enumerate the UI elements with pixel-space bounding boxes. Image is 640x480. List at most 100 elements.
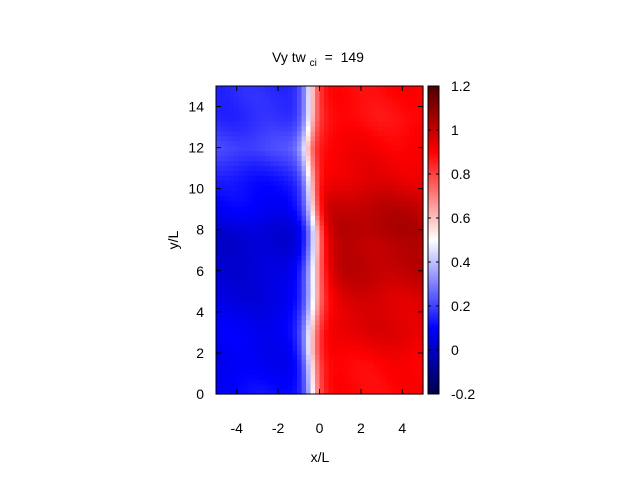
colorbar-tick-label: 0.4	[451, 254, 471, 270]
heatmap-cell	[414, 145, 420, 152]
heatmap-cell	[279, 155, 285, 162]
x-tick-label: 4	[398, 420, 406, 436]
heatmap-cell	[288, 155, 294, 162]
heatmap-cell	[229, 130, 235, 137]
heatmap-cell	[405, 160, 411, 167]
heatmap-cell	[288, 264, 294, 271]
heatmap-cell	[409, 200, 415, 206]
heatmap-cell	[391, 269, 397, 276]
heatmap-cell	[369, 165, 375, 172]
heatmap-cell	[252, 86, 258, 92]
heatmap-cell	[342, 150, 348, 157]
heatmap-cell	[391, 274, 397, 281]
heatmap-cell	[400, 210, 406, 216]
heatmap-cell	[292, 384, 298, 390]
heatmap-cell	[234, 145, 240, 152]
heatmap-cell	[360, 205, 366, 211]
heatmap-cell	[216, 264, 222, 271]
heatmap-cell	[351, 195, 357, 201]
heatmap-cell	[418, 215, 424, 221]
heatmap-cell	[369, 289, 375, 296]
heatmap-cell	[238, 384, 244, 390]
heatmap-cell	[342, 130, 348, 137]
heatmap-cell	[319, 165, 325, 172]
heatmap-cell	[292, 155, 298, 162]
heatmap-cell	[409, 339, 415, 345]
heatmap-cell	[400, 225, 406, 231]
heatmap-cell	[234, 100, 240, 107]
heatmap-cell	[247, 324, 253, 331]
heatmap-cell	[283, 160, 289, 167]
heatmap-cell	[382, 344, 388, 350]
heatmap-cell	[261, 364, 267, 370]
heatmap-cell	[270, 195, 276, 201]
heatmap-cell	[391, 105, 397, 112]
heatmap-cell	[229, 170, 235, 177]
heatmap-cell	[220, 294, 226, 301]
heatmap-cell	[319, 105, 325, 112]
heatmap-cell	[333, 235, 339, 241]
heatmap-cell	[274, 155, 280, 162]
heatmap-cell	[351, 299, 357, 306]
heatmap-cell	[360, 165, 366, 172]
heatmap-cell	[292, 170, 298, 177]
heatmap-cell	[333, 294, 339, 301]
heatmap-cell	[324, 384, 330, 390]
heatmap-cell	[405, 175, 411, 181]
heatmap-cell	[315, 145, 321, 152]
heatmap-cell	[238, 240, 244, 246]
heatmap-cell	[297, 329, 303, 335]
heatmap-cell	[256, 359, 262, 365]
heatmap-cell	[333, 130, 339, 137]
heatmap-cell	[387, 354, 393, 360]
heatmap-cell	[283, 339, 289, 345]
heatmap-cell	[369, 264, 375, 271]
heatmap-cell	[319, 135, 325, 142]
heatmap-cell	[355, 235, 361, 241]
heatmap-cell	[288, 254, 294, 261]
heatmap-cell	[229, 244, 235, 251]
heatmap-cell	[292, 359, 298, 365]
heatmap-cell	[364, 125, 370, 132]
heatmap-cell	[279, 389, 285, 395]
heatmap-cell	[225, 274, 231, 281]
heatmap-cell	[387, 185, 393, 191]
heatmap-cell	[279, 264, 285, 271]
heatmap-cell	[333, 170, 339, 177]
heatmap-cell	[270, 210, 276, 216]
heatmap-cell	[351, 120, 357, 127]
heatmap-cell	[279, 170, 285, 177]
heatmap-cell	[337, 150, 343, 157]
heatmap-cell	[279, 289, 285, 296]
heatmap-cell	[229, 354, 235, 360]
heatmap-cell	[319, 339, 325, 345]
heatmap-cell	[315, 279, 321, 286]
heatmap-cell	[373, 249, 379, 256]
heatmap-cell	[238, 130, 244, 137]
heatmap-cell	[265, 175, 271, 181]
heatmap-cell	[396, 314, 402, 321]
heatmap-cell	[297, 354, 303, 360]
heatmap-cell	[252, 220, 258, 226]
heatmap-cell	[373, 110, 379, 117]
heatmap-cell	[310, 359, 316, 365]
heatmap-cell	[265, 244, 271, 251]
heatmap-cell	[391, 145, 397, 152]
heatmap-cell	[319, 389, 325, 395]
heatmap-cell	[328, 205, 334, 211]
heatmap-cell	[346, 264, 352, 271]
heatmap-cell	[216, 289, 222, 296]
heatmap-cell	[288, 125, 294, 132]
heatmap-cell	[229, 264, 235, 271]
heatmap-cell	[378, 324, 384, 331]
heatmap-cell	[315, 215, 321, 221]
heatmap-cell	[351, 95, 357, 102]
heatmap-cell	[414, 244, 420, 251]
heatmap-cell	[265, 240, 271, 246]
heatmap-cell	[409, 130, 415, 137]
heatmap-cell	[409, 160, 415, 167]
heatmap-cell	[288, 130, 294, 137]
heatmap-cell	[328, 110, 334, 117]
heatmap-cell	[225, 374, 231, 380]
heatmap-cell	[225, 354, 231, 360]
